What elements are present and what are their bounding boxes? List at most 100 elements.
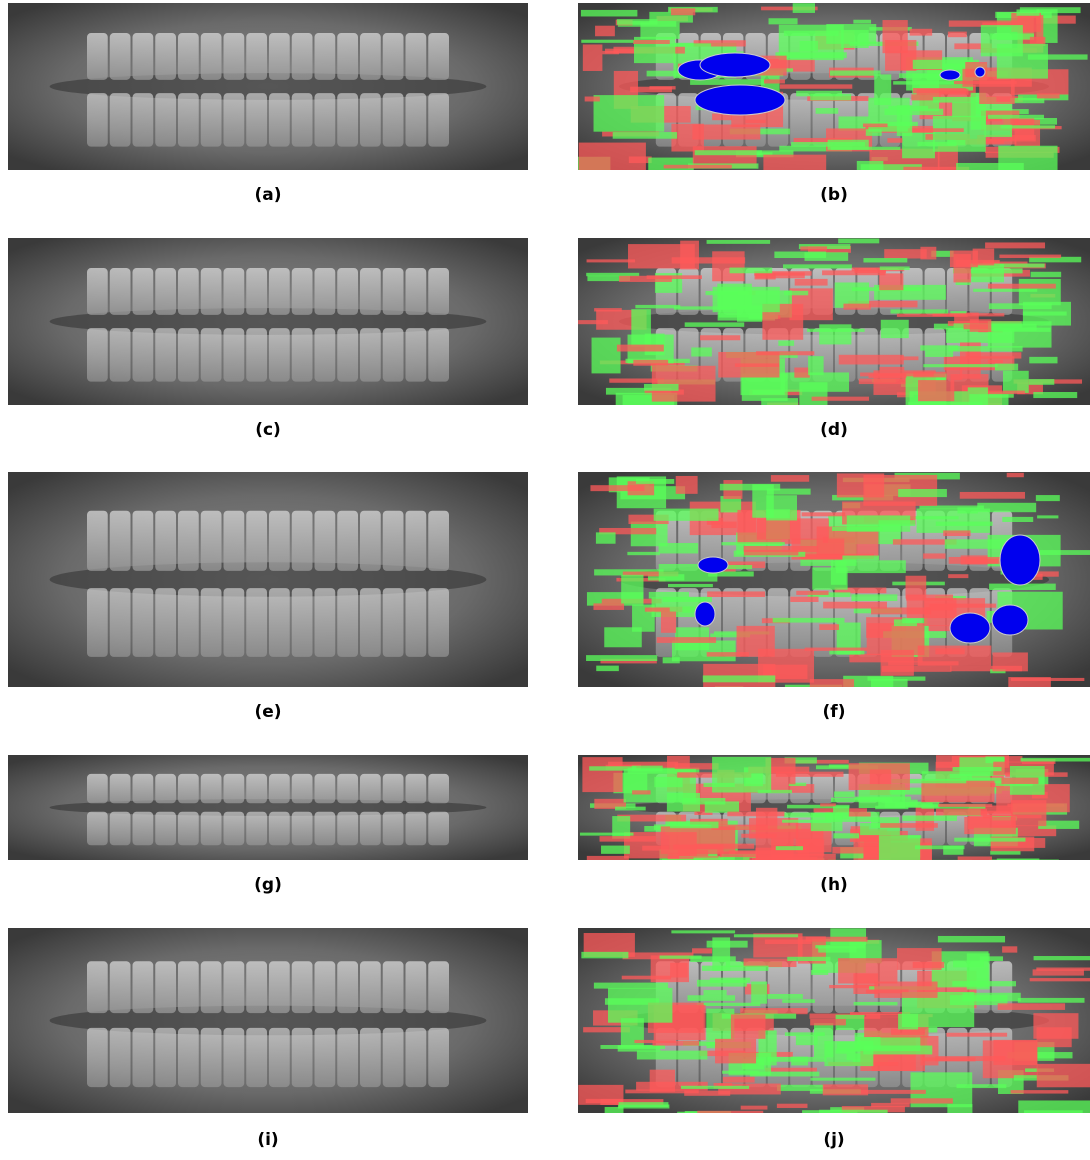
overlay-segment [681, 1086, 749, 1089]
upper-tooth [133, 33, 154, 80]
upper-tooth [337, 33, 358, 80]
overlay-segment [1036, 968, 1090, 971]
overlay-segment [832, 527, 882, 531]
overlay-segment [586, 655, 657, 661]
overlay-segment [907, 598, 957, 618]
panel-image [8, 3, 528, 170]
upper-tooth [428, 774, 449, 803]
overlay-segment [784, 291, 808, 296]
overlay-segment [769, 18, 798, 24]
overlay-segment [695, 150, 762, 155]
panel-image [578, 928, 1090, 1144]
overlay-segment [596, 532, 616, 543]
overlay-segment [715, 686, 743, 692]
upper-tooth [246, 268, 267, 315]
overlay-segment [1037, 93, 1060, 98]
overlay-segment [863, 124, 888, 128]
lower-tooth [360, 93, 381, 146]
lower-tooth [292, 588, 313, 657]
lower-tooth [337, 328, 358, 381]
overlay-segment [785, 1032, 825, 1036]
overlay-segment [810, 1019, 846, 1025]
overlay-segment [700, 335, 740, 340]
upper-tooth [315, 774, 336, 803]
overlay-segment [920, 247, 936, 260]
overlay-segment [654, 509, 719, 521]
panel-caption: (d) [820, 420, 848, 440]
overlay-segment [863, 1046, 932, 1055]
upper-tooth [178, 511, 199, 571]
upper-tooth [790, 961, 810, 1013]
overlay-segment [1030, 978, 1090, 981]
overlay-segment [918, 142, 957, 146]
overlay-segment [938, 936, 1005, 942]
upper-tooth [224, 268, 245, 315]
overlay-segment [823, 1084, 868, 1095]
overlay-segment [871, 679, 908, 699]
overlay-segment [890, 309, 948, 313]
overlay-segment [585, 97, 600, 102]
lower-tooth [360, 1028, 381, 1087]
overlay-segment [998, 1003, 1065, 1010]
upper-tooth [406, 33, 427, 80]
lower-tooth [383, 588, 404, 657]
lower-tooth [337, 812, 358, 846]
overlay-segment [767, 994, 803, 999]
upper-tooth [133, 774, 154, 803]
upper-tooth [224, 33, 245, 80]
xray [8, 238, 528, 405]
overlay-segment [1033, 392, 1077, 398]
panel-image [578, 755, 1090, 894]
overlay-segment [935, 1056, 1005, 1061]
overlay-segment [757, 518, 829, 539]
overlay-segment [671, 8, 695, 15]
upper-tooth [155, 268, 176, 315]
lower-tooth [383, 812, 404, 846]
upper-tooth [292, 774, 313, 803]
overlay-segment [594, 983, 668, 989]
overlay-segment [637, 1051, 707, 1060]
upper-tooth [383, 268, 404, 315]
upper-tooth [246, 511, 267, 571]
xray [8, 928, 528, 1113]
overlay-segment [1001, 778, 1038, 784]
upper-tooth [360, 33, 381, 80]
overlay-segment [711, 522, 736, 528]
overlay-segment [992, 652, 1027, 671]
overlay-segment [946, 1033, 1007, 1037]
upper-tooth [315, 268, 336, 315]
lower-tooth [87, 93, 108, 146]
overlay-segment [676, 476, 698, 494]
overlay-segment [879, 367, 904, 372]
panel-caption: (j) [823, 1130, 844, 1150]
overlay-segment [936, 809, 987, 816]
overlay-segment [780, 372, 849, 391]
overlay-segment [967, 953, 990, 989]
overlay-segment [602, 51, 619, 54]
overlay-segment [589, 766, 636, 770]
overlay-segment [884, 249, 926, 258]
overlay-segment [981, 25, 1023, 56]
overlay-segment [881, 320, 909, 338]
overlay-segment [1031, 272, 1062, 277]
overlay-segment [664, 165, 732, 169]
lower-tooth [201, 1028, 222, 1087]
overlay-segment [771, 475, 809, 482]
overlay-segment [838, 239, 879, 244]
overlay-segment [669, 43, 711, 46]
panel-image [8, 238, 528, 405]
overlay-segment [621, 575, 643, 604]
lower-tooth [406, 812, 427, 846]
upper-tooth [110, 961, 131, 1013]
overlay-segment [579, 143, 646, 174]
overlay-segment [685, 322, 745, 326]
upper-tooth [428, 268, 449, 315]
overlay-segment [652, 366, 716, 402]
overlay-segment [1036, 495, 1060, 501]
overlay-segment [843, 304, 870, 310]
lower-tooth [315, 328, 336, 381]
overlay-segment [960, 492, 1025, 499]
lower-tooth [178, 93, 199, 146]
lower-tooth [224, 1028, 245, 1087]
overlay-segment [595, 26, 615, 37]
